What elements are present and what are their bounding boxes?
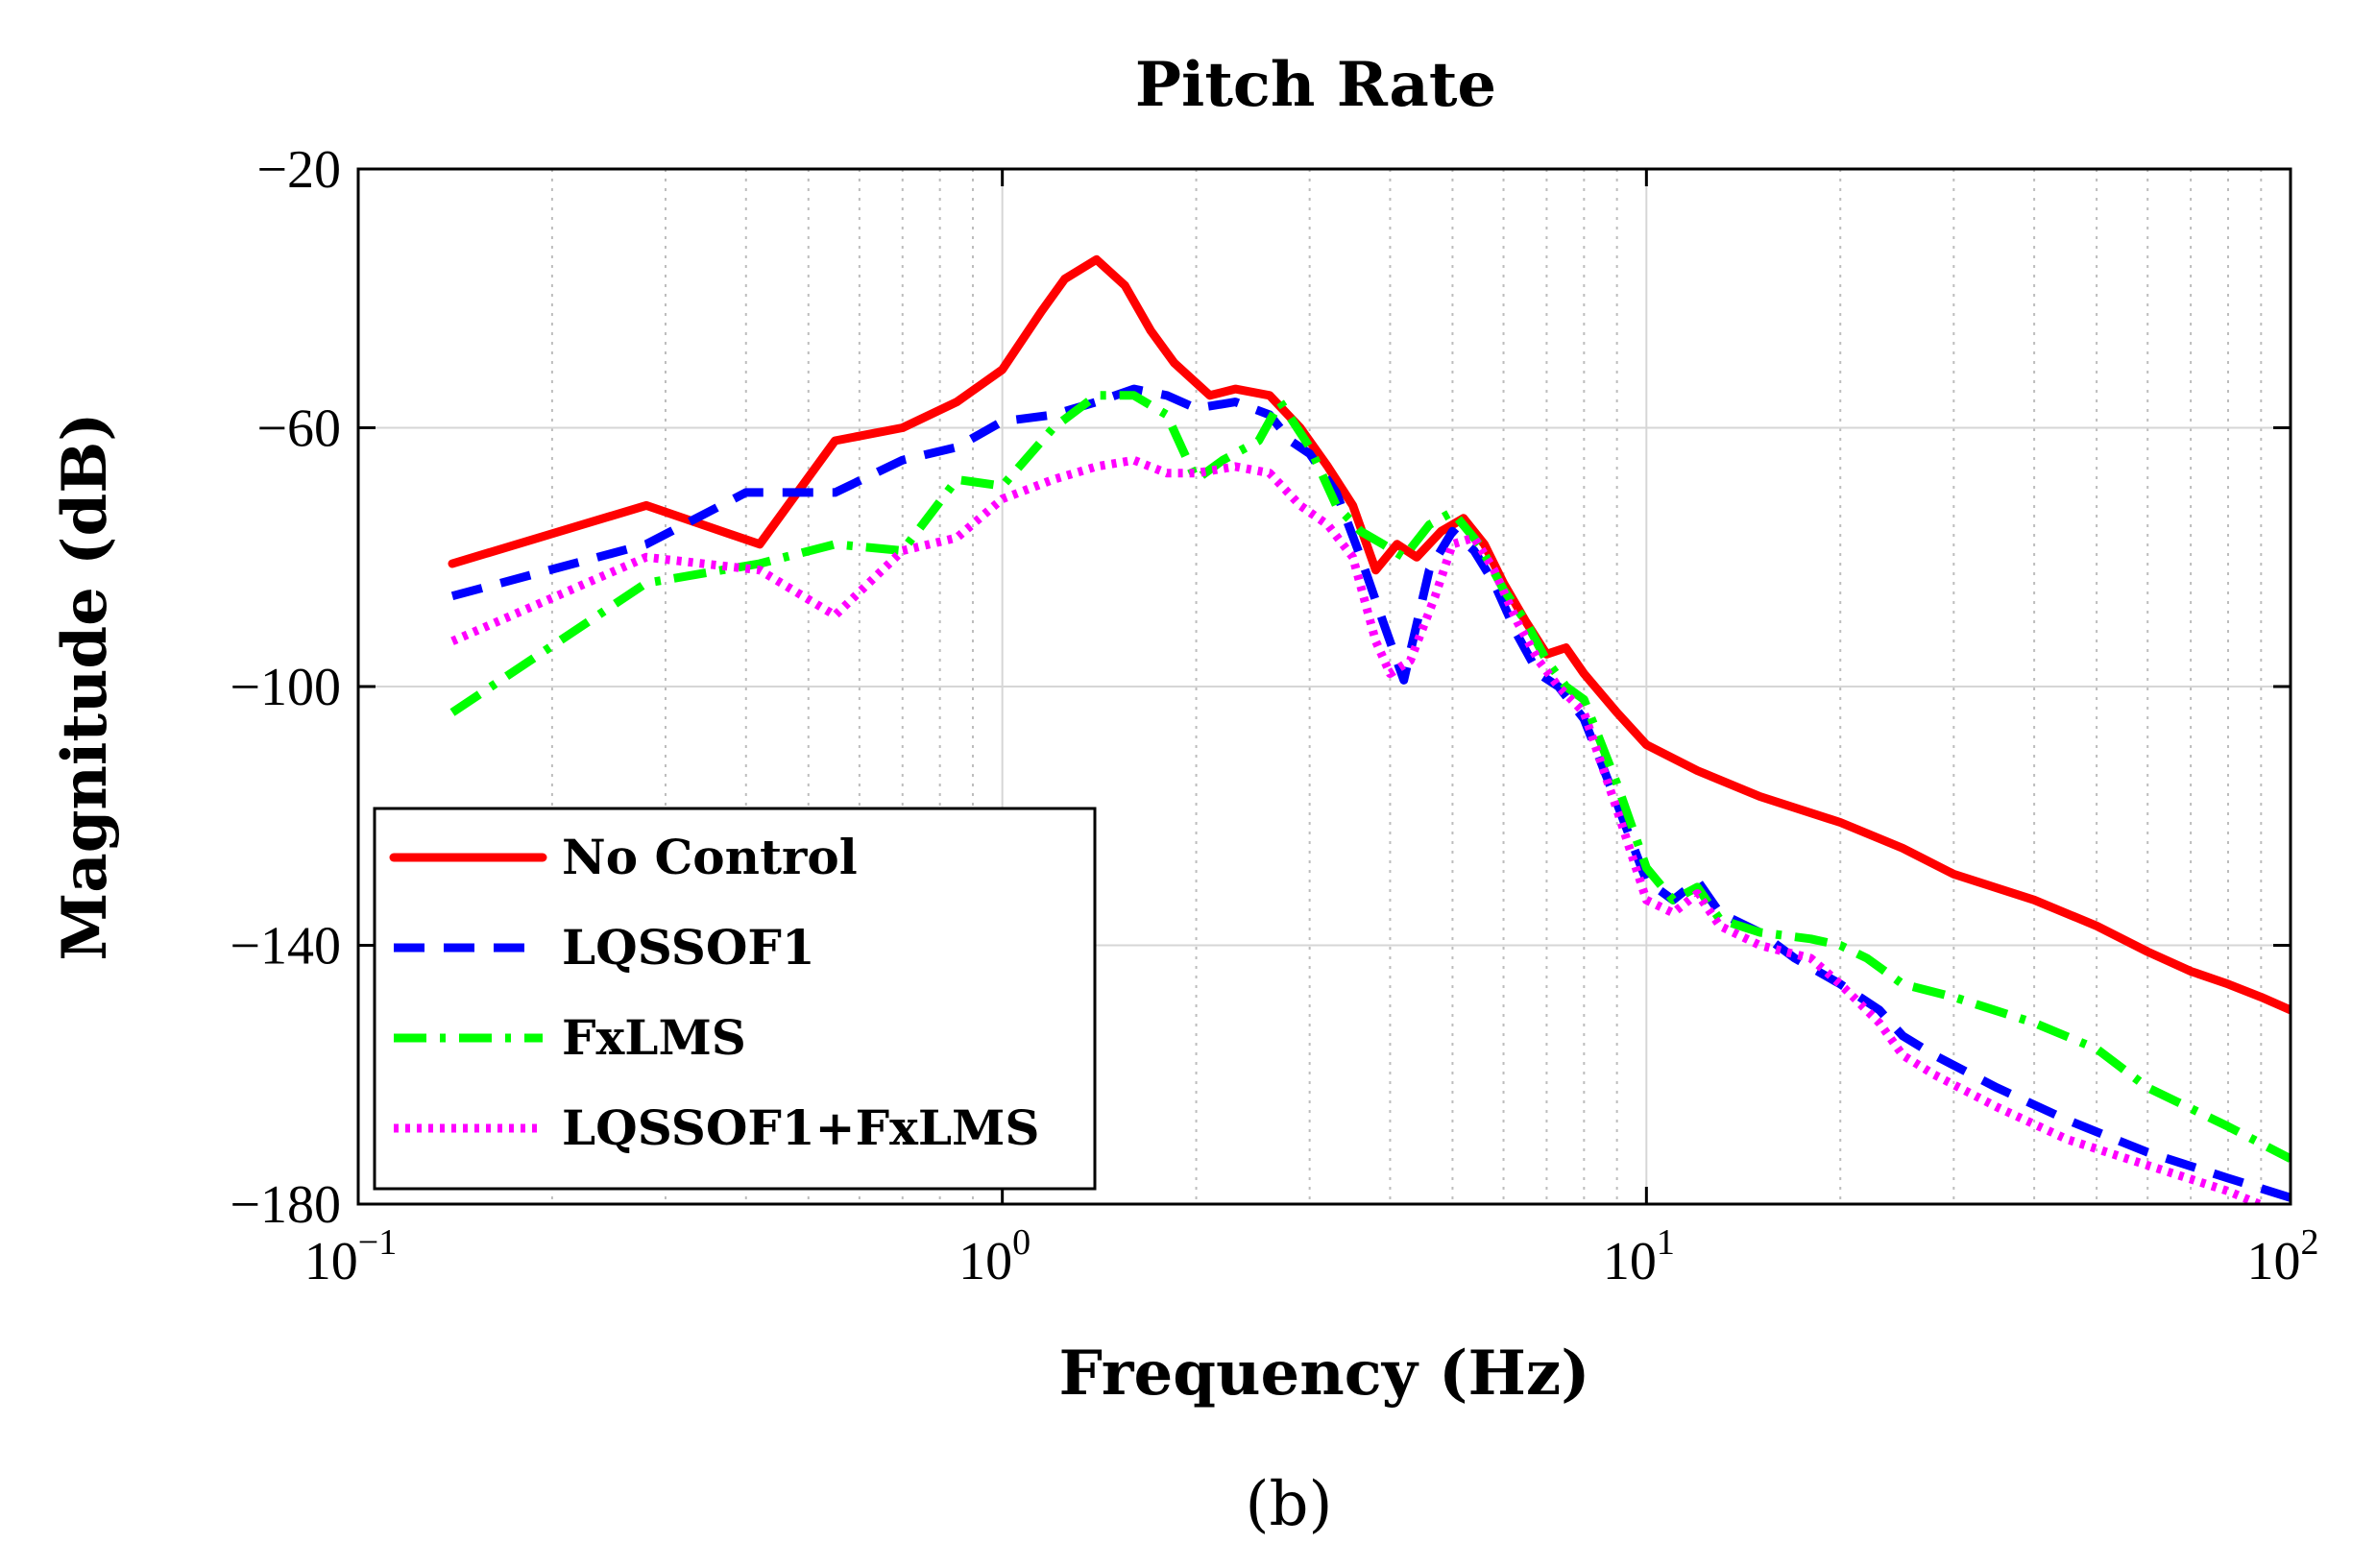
y-tick-label: −100 bbox=[230, 658, 341, 717]
series-line-0 bbox=[448, 254, 2291, 1015]
legend-label: FxLMS bbox=[562, 1009, 746, 1066]
series-line-3 bbox=[450, 455, 2271, 1204]
chart-title: Pitch Rate bbox=[1135, 49, 1496, 121]
series-line-1 bbox=[450, 384, 2291, 1202]
figure-caption: (b) bbox=[1246, 1469, 1333, 1540]
x-axis-label: Frequency (Hz) bbox=[1058, 1338, 1589, 1410]
x-tick-label: 10−1 bbox=[304, 1222, 397, 1291]
legend: No Control LQSSOF1 FxLMS LQSSOF1+FxLMS bbox=[373, 807, 1097, 1191]
series-layer bbox=[448, 254, 2291, 1204]
y-axis-label: Magnitude (dB) bbox=[49, 412, 121, 960]
series-line-2 bbox=[449, 391, 2291, 1163]
x-axis-ticks: 10−1 100 101 102 bbox=[304, 169, 2319, 1291]
y-tick-label: −180 bbox=[230, 1175, 341, 1235]
x-tick-label: 100 bbox=[958, 1222, 1030, 1291]
y-tick-label: −140 bbox=[230, 917, 341, 977]
legend-label: No Control bbox=[562, 829, 858, 885]
y-tick-label: −60 bbox=[256, 399, 341, 459]
x-tick-label: 102 bbox=[2247, 1222, 2319, 1291]
x-tick-label: 101 bbox=[1603, 1222, 1675, 1291]
legend-label: LQSSOF1 bbox=[562, 919, 815, 976]
legend-box bbox=[373, 807, 1097, 1191]
y-axis-ticks: −20 −60 −100 −140 −180 bbox=[230, 140, 2291, 1235]
legend-label: LQSSOF1+FxLMS bbox=[562, 1099, 1040, 1156]
y-tick-label: −20 bbox=[256, 140, 341, 200]
